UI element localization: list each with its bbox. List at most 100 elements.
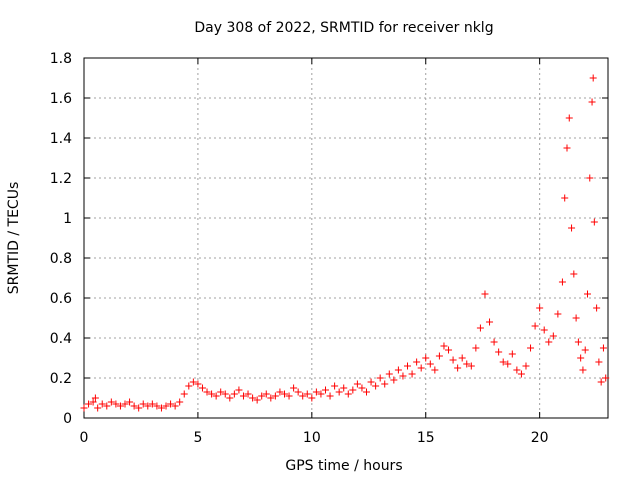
data-point (504, 360, 512, 368)
data-point (321, 386, 329, 394)
y-tick-label: 1.6 (50, 91, 72, 107)
data-point (367, 378, 375, 386)
data-point (91, 394, 99, 402)
data-point (208, 390, 216, 398)
data-point (486, 318, 494, 326)
data-point (589, 74, 597, 82)
data-point (508, 350, 516, 358)
data-point (588, 98, 596, 106)
x-tick-label: 0 (80, 430, 89, 446)
data-point (590, 218, 598, 226)
data-point (221, 390, 229, 398)
x-tick-label: 15 (417, 430, 435, 446)
data-point (230, 390, 238, 398)
data-point (449, 356, 457, 364)
data-point (285, 392, 293, 400)
data-point (203, 388, 211, 396)
data-point (94, 404, 102, 412)
data-point (390, 376, 398, 384)
data-point (517, 370, 525, 378)
data-points (80, 74, 610, 412)
data-point (558, 278, 566, 286)
data-point (139, 400, 147, 408)
data-point (189, 378, 197, 386)
data-point (385, 370, 393, 378)
data-point (581, 346, 589, 354)
data-point (381, 380, 389, 388)
data-point (408, 370, 416, 378)
data-point (476, 324, 484, 332)
data-point (540, 326, 548, 334)
data-point (413, 358, 421, 366)
y-tick-label: 1.4 (50, 131, 72, 147)
data-point (454, 364, 462, 372)
data-point (363, 388, 371, 396)
y-tick-label: 1.2 (50, 171, 72, 187)
data-point (426, 360, 434, 368)
data-point (599, 344, 607, 352)
data-point (148, 400, 156, 408)
data-point (317, 390, 325, 398)
x-axis-label: GPS time / hours (285, 458, 402, 474)
data-point (574, 338, 582, 346)
data-point (572, 314, 580, 322)
grid-lines (84, 58, 608, 418)
data-point (376, 374, 384, 382)
data-point (226, 394, 234, 402)
data-point (212, 392, 220, 400)
data-point (262, 390, 270, 398)
data-point (176, 398, 184, 406)
data-point (290, 384, 298, 392)
data-point (467, 362, 475, 370)
axis-ticks: 0 0.2 0.4 0.6 0.8 1 1.2 1.4 1.6 1.8 0 5 10 15 20 (50, 51, 608, 446)
data-point (239, 392, 247, 400)
data-point (536, 304, 544, 312)
data-point (344, 390, 352, 398)
data-point (162, 402, 170, 410)
data-point (404, 362, 412, 370)
data-point (85, 400, 93, 408)
data-point (294, 388, 302, 396)
data-point (372, 382, 380, 390)
data-point (299, 392, 307, 400)
data-point (171, 402, 179, 410)
data-point (144, 402, 152, 410)
data-point (481, 290, 489, 298)
data-point (602, 374, 610, 382)
data-point (527, 344, 535, 352)
plot-frame (83, 57, 609, 419)
y-tick-label: 0.8 (50, 251, 72, 267)
chart-title: Day 308 of 2022, SRMTID for receiver nkl… (194, 20, 493, 36)
data-point (531, 322, 539, 330)
data-point (463, 360, 471, 368)
data-point (326, 392, 334, 400)
data-point (335, 388, 343, 396)
data-point (80, 404, 88, 412)
y-tick-label: 0.6 (50, 291, 72, 307)
data-point (586, 174, 594, 182)
y-tick-label: 0 (63, 411, 72, 427)
x-tick-label: 5 (193, 430, 202, 446)
data-point (549, 332, 557, 340)
data-point (167, 400, 175, 408)
data-point (312, 388, 320, 396)
data-point (153, 402, 161, 410)
data-point (579, 366, 587, 374)
y-tick-label: 0.4 (50, 331, 72, 347)
data-point (217, 388, 225, 396)
data-point (513, 366, 521, 374)
data-point (399, 372, 407, 380)
data-point (563, 144, 571, 152)
data-point (577, 354, 585, 362)
y-axis-label: SRMTID / TECUs (6, 182, 22, 295)
data-point (422, 354, 430, 362)
data-point (440, 342, 448, 350)
data-point (258, 392, 266, 400)
data-point (458, 354, 466, 362)
data-point (308, 394, 316, 402)
data-point (249, 394, 257, 402)
x-tick-label: 20 (531, 430, 549, 446)
data-point (194, 380, 202, 388)
data-point (495, 348, 503, 356)
data-point (561, 194, 569, 202)
